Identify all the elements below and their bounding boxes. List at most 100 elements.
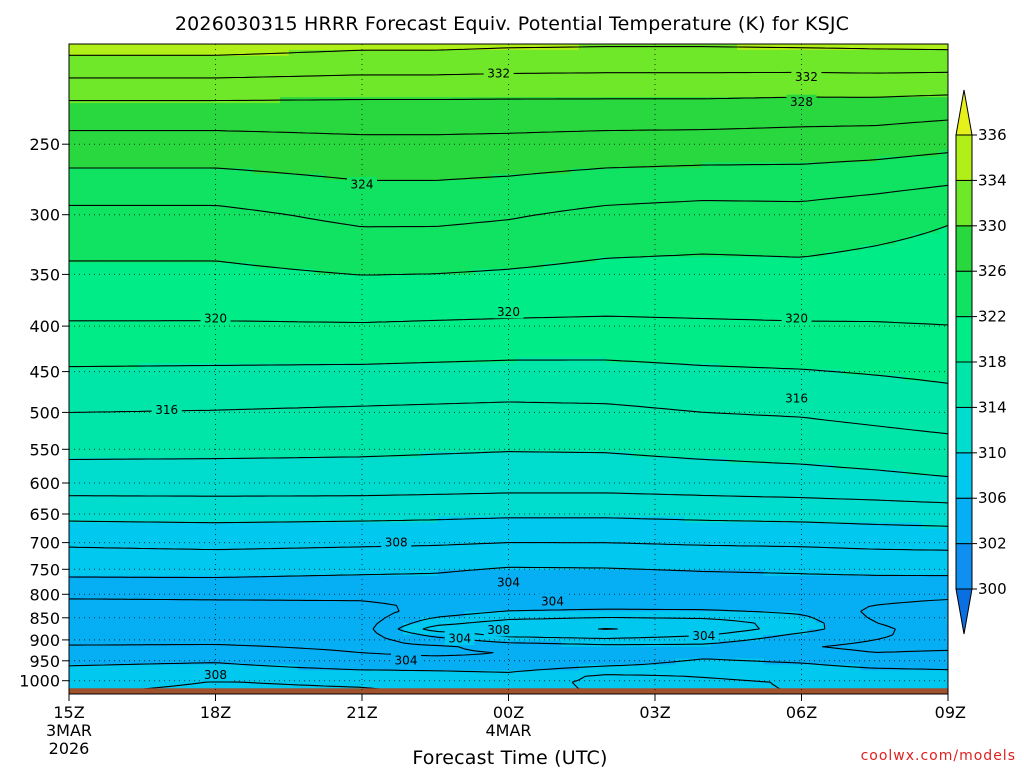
field-cell [596, 298, 606, 305]
field-cell [174, 280, 184, 287]
field-cell [895, 156, 905, 163]
field-cell [156, 150, 167, 157]
field-cell [315, 67, 325, 75]
field-cell [895, 298, 905, 305]
field-cell [719, 304, 729, 311]
field-cell [446, 44, 457, 51]
field-cell [517, 120, 527, 128]
field-cell [701, 262, 712, 270]
field-cell [833, 150, 844, 157]
field-cell [95, 168, 105, 175]
field-cell [780, 227, 791, 234]
field-cell [552, 233, 562, 240]
field-cell [420, 79, 430, 86]
field-cell [165, 274, 176, 281]
field-cell [684, 150, 694, 157]
field-cell [253, 315, 263, 323]
field-cell [587, 191, 597, 199]
field-cell [587, 79, 597, 86]
field-cell [438, 126, 448, 134]
field-cell [359, 44, 369, 51]
field-cell [341, 55, 351, 63]
field-cell [517, 250, 527, 258]
field-cell [209, 150, 220, 157]
field-cell [288, 256, 299, 264]
field-cell [394, 138, 404, 146]
field-cell [904, 321, 914, 329]
field-cell [359, 79, 369, 86]
field-cell [886, 174, 896, 181]
field-cell [279, 179, 290, 187]
field-cell [148, 185, 158, 193]
field-cell [455, 333, 466, 341]
field-cell [341, 91, 351, 98]
field-cell [842, 168, 852, 175]
field-cell [833, 304, 844, 311]
field-cell [262, 85, 272, 92]
field-cell [279, 233, 290, 240]
field-cell [833, 256, 844, 264]
field-cell [350, 55, 360, 63]
field-cell [104, 132, 114, 140]
field-cell [112, 274, 123, 281]
field-cell [824, 292, 835, 299]
field-cell [886, 244, 896, 252]
field-cell [306, 327, 316, 335]
field-cell [376, 44, 387, 51]
field-cell [693, 185, 703, 193]
field-cell [728, 227, 738, 234]
field-cell [288, 174, 299, 181]
field-cell [315, 292, 325, 299]
field-cell [227, 44, 237, 51]
field-cell [930, 191, 940, 199]
field-cell [482, 97, 492, 104]
field-cell [772, 274, 782, 281]
field-cell [209, 103, 220, 110]
field-cell [763, 67, 773, 75]
field-cell [253, 109, 263, 116]
field-cell [675, 286, 685, 293]
field-cell [772, 91, 782, 98]
field-cell [605, 286, 615, 293]
field-cell [816, 292, 826, 299]
field-cell [596, 174, 606, 181]
field-cell [438, 280, 448, 287]
field-cell [429, 221, 439, 228]
field-cell [552, 91, 562, 98]
field-cell [517, 292, 527, 299]
field-cell [543, 67, 554, 75]
field-cell [385, 156, 395, 163]
field-cell [139, 85, 149, 92]
field-cell [482, 203, 492, 211]
field-cell [649, 327, 659, 335]
field-cell [139, 185, 149, 193]
field-cell [684, 315, 694, 323]
field-cell [156, 168, 167, 175]
field-cell [719, 85, 729, 92]
field-cell [921, 256, 932, 264]
field-cell [279, 150, 290, 157]
field-cell [297, 185, 307, 193]
field-cell [464, 132, 474, 140]
field-cell [745, 244, 756, 252]
field-cell [455, 304, 466, 311]
field-cell [121, 304, 132, 311]
field-cell [824, 174, 835, 181]
field-cell [288, 321, 299, 329]
field-cell [121, 327, 132, 335]
field-cell [218, 292, 228, 299]
field-cell [534, 97, 545, 104]
field-cell [253, 268, 263, 276]
field-cell [288, 185, 299, 193]
field-cell [780, 138, 791, 146]
field-cell [271, 126, 281, 134]
field-cell [139, 103, 149, 110]
field-cell [763, 120, 773, 128]
field-cell [482, 274, 492, 281]
field-cell [385, 268, 395, 276]
field-cell [605, 309, 615, 317]
field-cell [482, 120, 492, 128]
field-cell [69, 203, 79, 211]
field-cell [86, 286, 96, 293]
field-cell [288, 215, 299, 222]
